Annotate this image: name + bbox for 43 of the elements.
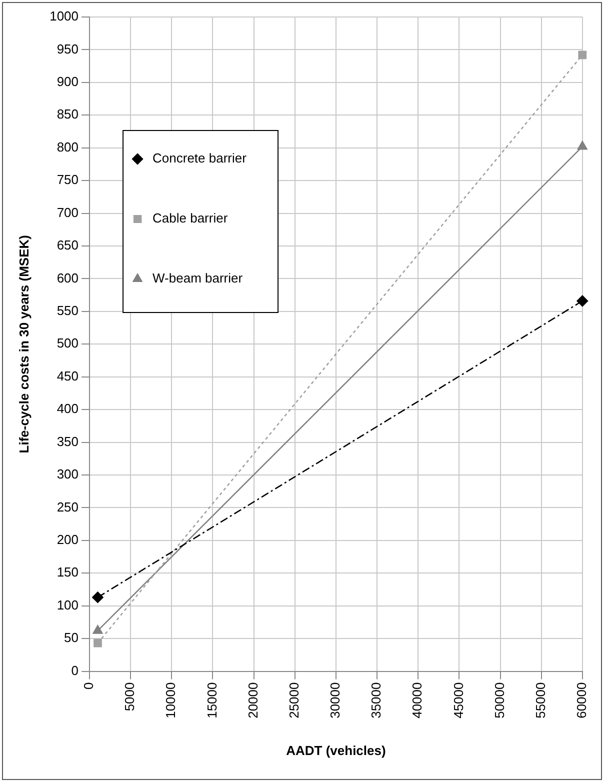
y-tick-label: 250 [56,499,79,514]
x-axis-title: AADT (vehicles) [286,742,386,758]
point [576,295,588,307]
y-tick-label: 0 [71,662,79,678]
y-tick-label: 350 [56,434,79,449]
y-tick-label: 300 [56,466,79,482]
y-axis-title: Life-cycle costs in 30 years (MSEK) [16,235,32,454]
y-tick-label: 400 [56,401,79,416]
point [578,50,587,60]
y-tick-label: 50 [64,630,79,646]
x-tick-label: 50000 [492,682,507,718]
point [92,592,104,603]
y-tick-label: 800 [56,139,79,154]
legend-label: Cable barrier [152,210,228,226]
x-tick-label: 40000 [410,682,425,718]
legend-label: W-beam barrier [152,270,244,286]
y-tick-label: 900 [56,74,79,90]
x-tick-label: 15000 [204,682,220,718]
x-tick-label: 60000 [574,682,589,718]
x-tick-label: 30000 [328,682,343,718]
y-tick-label: 650 [56,238,79,253]
x-tick-label: 45000 [450,682,466,718]
y-tick-label: 600 [56,270,79,286]
x-tick-label: 55000 [532,682,548,718]
x-tick-label: 20000 [245,682,260,718]
point [94,638,102,648]
legend-label: Concrete barrier [152,150,248,166]
y-tick-label: 150 [56,564,79,580]
y-tick-label: 450 [56,368,79,384]
y-tick-label: 500 [56,336,79,351]
y-tick-label: 1000 [50,8,79,24]
x-tick-label: 0 [81,682,96,690]
x-tick-label: 5000 [122,682,138,712]
y-tick-label: 700 [56,204,79,220]
y-tick-label: 200 [56,532,79,547]
y-tick-label: 850 [56,106,79,122]
x-tick-label: 10000 [163,682,178,718]
x-tick-label: 25000 [286,682,302,718]
y-tick-label: 100 [56,597,79,612]
x-tick-label: 35000 [368,682,384,718]
y-tick-label: 750 [56,172,79,188]
y-tick-label: 550 [56,302,79,318]
y-tick-label: 950 [56,41,79,56]
